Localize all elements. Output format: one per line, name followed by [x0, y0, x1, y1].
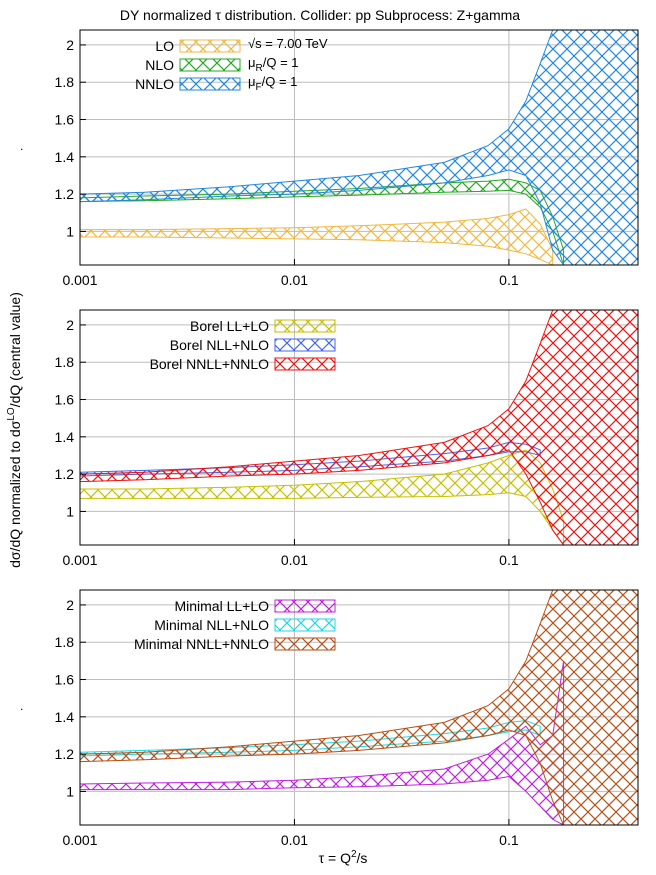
y-tick-label: 2 [66, 597, 74, 613]
x-tick-label: 0.1 [499, 832, 519, 848]
panel-3: 0.001 0.01 0.111.21.41.61.82 Minimal LL+LOM… [55, 589, 639, 848]
figure-title: DY normalized τ distribution. Collider: … [120, 7, 520, 23]
y-tick-label: 1.2 [55, 186, 75, 202]
y-tick-label: 2 [66, 37, 74, 53]
band-lo [80, 208, 554, 265]
mu-f-sub: F [256, 82, 262, 93]
legend-swatch-nnlo [179, 77, 241, 91]
x-axis-label-main: τ = Q [319, 850, 351, 866]
plot-frame [79, 589, 639, 826]
legend-swatch-minimal-ll-lo [274, 599, 336, 613]
y-tick-label: 1 [66, 783, 74, 799]
y-tick-label: 1.6 [55, 672, 75, 688]
x-axis-label-tail: /s [357, 850, 368, 866]
legend: Minimal LL+LO Minimal NLL+NLO Minimal NNLL… [134, 598, 336, 652]
x-tick-label: 0.1 [499, 272, 519, 288]
mu-f-label: μF/Q = 1 [248, 74, 297, 93]
y-tick-label: 1.2 [55, 466, 75, 482]
x-tick-label: 0.1 [499, 552, 519, 568]
legend-label-nlo: NLO [145, 57, 174, 73]
y-tick-label: 1.4 [55, 429, 75, 445]
mu-r-main: μ [248, 55, 256, 70]
y-tick-label: 1.4 [55, 709, 75, 725]
bands [80, 30, 638, 265]
legend-swatch-borel-nll-nlo [274, 338, 336, 352]
annotations: √s = 7.00 TeV μR/Q = 1 μF/Q = 1 [248, 36, 328, 93]
sqrt-s-label: √s = 7.00 TeV [248, 36, 328, 51]
y-tick-label: 1.4 [55, 149, 75, 165]
y-axis-label: dσ/dQ normalized to dσLO/dQ (central val… [6, 292, 23, 568]
y-tick-label: 1.8 [55, 634, 75, 650]
legend-label-minimal-ll-lo: Minimal LL+LO [174, 598, 269, 614]
legend-label-minimal-nnll-nnlo: Minimal NNLL+NNLO [134, 636, 269, 652]
legend-swatch-minimal-nll-nlo [274, 618, 336, 632]
legend-label-borel-nnll-nnlo: Borel NNLL+NNLO [150, 356, 270, 372]
mu-f-tail: /Q = 1 [262, 74, 298, 89]
band-minimal-ll-lo [80, 660, 565, 825]
mu-r-sub: R [256, 63, 263, 74]
x-axis-label: τ = Q2/s [319, 849, 368, 866]
bands [80, 590, 638, 825]
y-tick-label: 1 [66, 223, 74, 239]
legend-swatch-lo [179, 39, 241, 53]
x-tick-label: 0.01 [281, 832, 308, 848]
y-tick-label: 1.8 [55, 354, 75, 370]
legend-swatch-minimal-nnll-nnlo [274, 637, 336, 651]
legend-swatch-borel-ll-lo [274, 319, 336, 333]
y-tick-label: 1.6 [55, 392, 75, 408]
y-axis-label-sup: LO [6, 407, 17, 421]
y-tick-label: 1.8 [55, 74, 75, 90]
bands [80, 310, 638, 545]
svg-text:dσ/dQ normalized to dσLO/dQ: dσ/dQ normalized to dσLO/dQ (central val… [6, 292, 23, 568]
side-dot-3: . [20, 699, 23, 713]
y-tick-label: 1.2 [55, 746, 75, 762]
mu-r-tail: /Q = 1 [263, 55, 299, 70]
panel-2: 0.001 0.01 0.111.21.41.61.82 Borel LL+LOBor… [55, 309, 639, 568]
band-borel-ll-lo [80, 449, 565, 545]
band-borel-nnll-nnlo [80, 310, 638, 545]
x-tick-label: 0.01 [281, 552, 308, 568]
x-tick-label: 0.01 [281, 272, 308, 288]
band-nnlo [80, 30, 638, 265]
legend-label-minimal-nll-nlo: Minimal NLL+NLO [154, 617, 269, 633]
legend: Borel LL+LO Borel NLL+NLO Borel NNLL+NNLO [150, 318, 336, 372]
legend: LO NLO NNLO [135, 38, 241, 92]
mu-f-main: μ [248, 74, 256, 89]
legend-label-borel-ll-lo: Borel LL+LO [190, 318, 269, 334]
y-axis-label-tail: /dQ (central value) [7, 292, 23, 407]
plot-frame [79, 29, 639, 266]
legend-swatch-nlo [179, 58, 241, 72]
y-axis-label-main: dσ/dQ normalized to dσ [7, 420, 23, 568]
x-axis-label-sup: 2 [351, 849, 357, 860]
legend-swatch-borel-nnll-nnlo [274, 357, 336, 371]
mu-r-label: μR/Q = 1 [248, 55, 299, 74]
x-tick-label: 0.001 [62, 272, 97, 288]
legend-label-lo: LO [155, 38, 174, 54]
legend-label-nnlo: NNLO [135, 76, 174, 92]
x-tick-label: 0.001 [62, 552, 97, 568]
panel-1: 0.001 0.01 0.1 1 1.2 1.4 1.6 1.8 2 LO NLO NNLO [55, 29, 639, 288]
x-tick-label: 0.001 [62, 832, 97, 848]
y-tick-label: 2 [66, 317, 74, 333]
legend-label-borel-nll-nlo: Borel NLL+NLO [170, 337, 269, 353]
y-tick-label: 1.6 [55, 112, 75, 128]
band-minimal-nnll-nnlo [80, 590, 638, 825]
plot-frame [79, 309, 639, 546]
side-dot-1: . [20, 139, 23, 153]
y-tick-label: 1 [66, 503, 74, 519]
